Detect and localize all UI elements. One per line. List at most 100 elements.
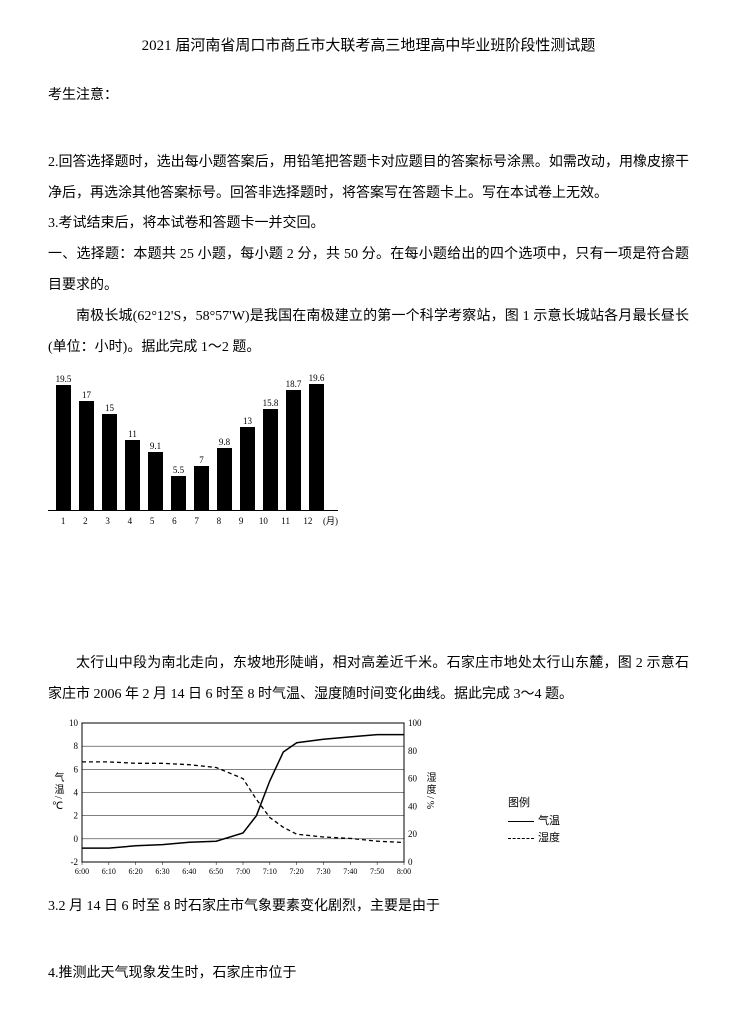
question-3: 3.2 月 14 日 6 时至 8 时石家庄市气象要素变化剧烈，主要是由于 (48, 892, 689, 923)
bar-x-category: 2 (78, 513, 92, 529)
line-chart-figure-2: -202468100204060801006:006:106:206:306:4… (48, 717, 689, 882)
svg-text:2: 2 (74, 811, 79, 821)
bar-x-category: 5 (145, 513, 159, 529)
svg-text:8:00: 8:00 (397, 867, 411, 876)
bar-column: 15 (102, 404, 117, 512)
svg-text:7:00: 7:00 (236, 867, 250, 876)
bar-x-category: 12 (301, 513, 315, 529)
legend-line-solid-icon (508, 821, 534, 822)
bar-rect (125, 440, 140, 512)
svg-text:0: 0 (408, 857, 413, 867)
svg-text:4: 4 (74, 787, 79, 797)
svg-text:6:50: 6:50 (209, 867, 223, 876)
bar-rect (240, 427, 255, 512)
line-chart-legend: 图例 气温 湿度 (508, 795, 560, 848)
legend-title: 图例 (508, 795, 560, 813)
legend-line-dashed-icon (508, 838, 534, 839)
passage-1: 南极长城(62°12'S，58°57'W)是我国在南极建立的第一个科学考察站，图… (48, 302, 689, 364)
bar-value-label: 9.8 (219, 438, 230, 447)
svg-text:0: 0 (74, 834, 79, 844)
page-title: 2021 届河南省周口市商丘市大联考高三地理高中毕业班阶段性测试题 (48, 30, 689, 63)
instruction-2: 2.回答选择题时，选出每小题答案后，用铅笔把答题卡对应题目的答案标号涂黑。如需改… (48, 148, 689, 210)
instruction-3: 3.考试结束后，将本试卷和答题卡一并交回。 (48, 209, 689, 240)
svg-text:6:10: 6:10 (102, 867, 116, 876)
svg-text:7:10: 7:10 (263, 867, 277, 876)
bar-rect (171, 476, 186, 512)
bar-rect (79, 401, 94, 512)
svg-text:6:20: 6:20 (129, 867, 143, 876)
svg-text:100: 100 (408, 718, 422, 728)
bar-rect (194, 466, 209, 512)
bar-x-category: 1 (56, 513, 70, 529)
bar-value-label: 5.5 (173, 466, 184, 475)
legend-label-humid: 湿度 (538, 830, 560, 848)
bar-column: 9.8 (217, 438, 232, 512)
bar-column: 11 (125, 430, 140, 512)
bar-value-label: 11 (128, 430, 137, 439)
svg-text:7:30: 7:30 (316, 867, 330, 876)
bar-x-unit: (月) (323, 513, 338, 529)
svg-text:80: 80 (408, 746, 418, 756)
bar-x-category: 11 (279, 513, 293, 529)
bar-x-category: 10 (256, 513, 270, 529)
svg-text:60: 60 (408, 774, 418, 784)
legend-row-humid: 湿度 (508, 830, 560, 848)
bar-column: 15.8 (263, 399, 278, 512)
svg-text:6:00: 6:00 (75, 867, 89, 876)
bar-column: 9.1 (148, 442, 163, 511)
legend-label-temp: 气温 (538, 813, 560, 831)
svg-text:20: 20 (408, 829, 418, 839)
bar-rect (56, 385, 71, 512)
bar-value-label: 15.8 (263, 399, 279, 408)
svg-text:10: 10 (69, 718, 79, 728)
line-chart-svg: -202468100204060801006:006:106:206:306:4… (48, 717, 438, 882)
svg-text:7:50: 7:50 (370, 867, 384, 876)
bar-column: 19.6 (309, 374, 324, 511)
spacer (48, 529, 689, 649)
bar-rect (102, 414, 117, 512)
bar-column: 17 (79, 391, 94, 512)
bar-value-label: 17 (82, 391, 91, 400)
bar-value-label: 19.6 (309, 374, 325, 383)
bar-value-label: 19.5 (56, 375, 72, 384)
bar-x-category: 9 (234, 513, 248, 529)
svg-text:6: 6 (74, 764, 79, 774)
document-page: 2021 届河南省周口市商丘市大联考高三地理高中毕业班阶段性测试题 考生注意： … (0, 0, 737, 1010)
bar-value-label: 7 (199, 456, 204, 465)
passage-2: 太行山中段为南北走向，东坡地形陡峭，相对高差近千米。石家庄市地处太行山东麓，图 … (48, 649, 689, 711)
question-4: 4.推测此天气现象发生时，石家庄市位于 (48, 959, 689, 990)
bar-x-category: 6 (167, 513, 181, 529)
bar-column: 19.5 (56, 375, 71, 512)
svg-text:40: 40 (408, 801, 418, 811)
bar-column: 13 (240, 417, 255, 512)
bar-value-label: 13 (243, 417, 252, 426)
notice-header: 考生注意： (48, 81, 689, 112)
bar-x-category: 8 (212, 513, 226, 529)
section-1-header: 一、选择题：本题共 25 小题，每小题 2 分，共 50 分。在每小题给出的四个… (48, 240, 689, 302)
bar-rect (148, 452, 163, 511)
spacer (48, 112, 689, 148)
svg-text:7:20: 7:20 (290, 867, 304, 876)
bar-rect (286, 390, 301, 512)
bar-x-category: 3 (101, 513, 115, 529)
bar-value-label: 15 (105, 404, 114, 413)
bar-chart-figure-1: 19.51715119.15.579.81315.818.719.6 12345… (48, 369, 338, 529)
svg-text:6:30: 6:30 (155, 867, 169, 876)
bar-rect (263, 409, 278, 512)
bar-column: 18.7 (286, 380, 301, 512)
bar-rect (309, 384, 324, 511)
spacer (48, 923, 689, 959)
bar-value-label: 9.1 (150, 442, 161, 451)
bar-x-category: 7 (190, 513, 204, 529)
svg-text:6:40: 6:40 (182, 867, 196, 876)
y-right-label: 湿度/% (418, 772, 440, 811)
svg-text:8: 8 (74, 741, 79, 751)
svg-text:7:40: 7:40 (343, 867, 357, 876)
bar-x-category: 4 (123, 513, 137, 529)
bar-column: 5.5 (171, 466, 186, 512)
legend-row-temp: 气温 (508, 813, 560, 831)
bar-column: 7 (194, 456, 209, 512)
bar-rect (217, 448, 232, 512)
y-left-label: 气温/℃ (46, 772, 68, 814)
bar-value-label: 18.7 (286, 380, 302, 389)
